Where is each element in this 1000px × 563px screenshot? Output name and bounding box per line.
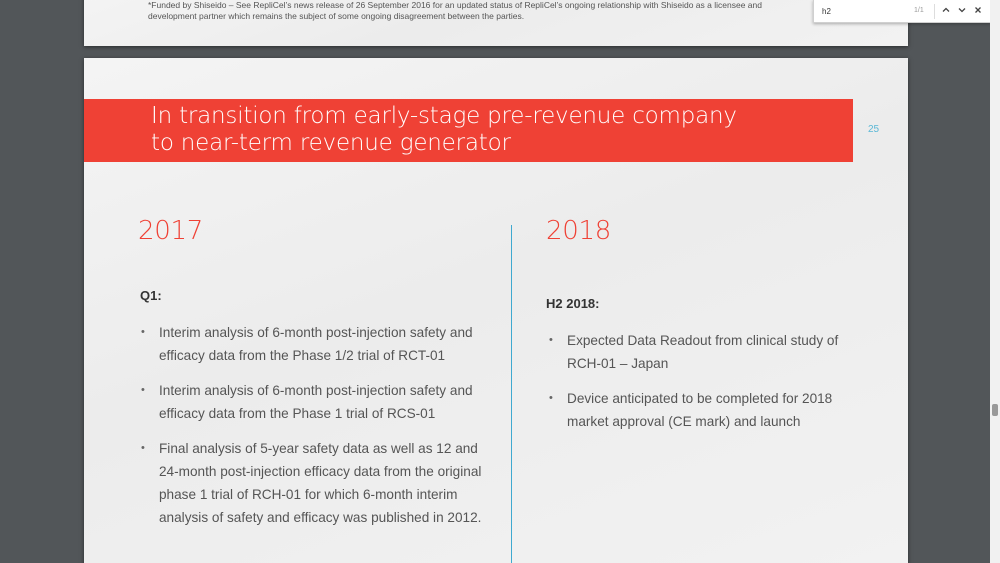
list-item-text: Interim analysis of 6-month post-injecti… bbox=[159, 383, 473, 421]
column-divider bbox=[511, 225, 512, 563]
previous-page: *Funded by Shiseido – See RepliCel’s new… bbox=[84, 0, 908, 46]
column-2017: 2017 Q1: • Interim analysis of 6-month p… bbox=[138, 216, 498, 541]
bullet-icon: • bbox=[141, 326, 145, 338]
list-item: • Interim analysis of 6-month post-injec… bbox=[138, 379, 498, 425]
chevron-up-icon[interactable] bbox=[940, 5, 952, 17]
milestone-list: • Expected Data Readout from clinical st… bbox=[546, 329, 866, 433]
slide-title: In transition from early-stage pre-reven… bbox=[151, 103, 811, 157]
list-item-text: Final analysis of 5-year safety data as … bbox=[159, 441, 482, 525]
title-banner: In transition from early-stage pre-reven… bbox=[84, 99, 853, 162]
scrollbar-thumb[interactable] bbox=[992, 404, 998, 416]
bullet-icon: • bbox=[549, 392, 553, 404]
period-heading: H2 2018: bbox=[546, 296, 600, 311]
bullet-icon: • bbox=[549, 334, 553, 346]
list-item: • Device anticipated to be completed for… bbox=[546, 387, 866, 433]
year-heading: 2018 bbox=[546, 216, 611, 246]
list-item-text: Interim analysis of 6-month post-injecti… bbox=[159, 325, 473, 363]
period-heading: Q1: bbox=[140, 288, 162, 303]
close-icon[interactable] bbox=[972, 5, 984, 17]
list-item-text: Device anticipated to be completed for 2… bbox=[567, 391, 833, 429]
year-heading: 2017 bbox=[138, 216, 203, 246]
chevron-down-icon[interactable] bbox=[956, 5, 968, 17]
slide-title-line-2: to near-term revenue generator bbox=[151, 130, 511, 156]
bullet-icon: • bbox=[141, 442, 145, 454]
bullet-icon: • bbox=[141, 384, 145, 396]
footnote: *Funded by Shiseido – See RepliCel’s new… bbox=[148, 0, 762, 21]
list-item: • Final analysis of 5-year safety data a… bbox=[138, 437, 498, 529]
find-match-count: 1/1 bbox=[914, 7, 924, 14]
list-item-text: Expected Data Readout from clinical stud… bbox=[567, 333, 839, 371]
vertical-scrollbar[interactable] bbox=[990, 0, 1000, 563]
slide-title-line-1: In transition from early-stage pre-reven… bbox=[151, 103, 737, 129]
find-bar: h2 1/1 bbox=[813, 0, 991, 23]
column-2018: 2018 H2 2018: • Expected Data Readout fr… bbox=[546, 216, 866, 445]
page-number: 25 bbox=[868, 124, 880, 135]
slide-page: In transition from early-stage pre-reven… bbox=[84, 58, 908, 563]
find-input[interactable]: h2 bbox=[822, 7, 831, 16]
list-item: • Interim analysis of 6-month post-injec… bbox=[138, 321, 498, 367]
find-separator bbox=[934, 4, 935, 19]
list-item: • Expected Data Readout from clinical st… bbox=[546, 329, 866, 375]
milestone-list: • Interim analysis of 6-month post-injec… bbox=[138, 321, 498, 529]
